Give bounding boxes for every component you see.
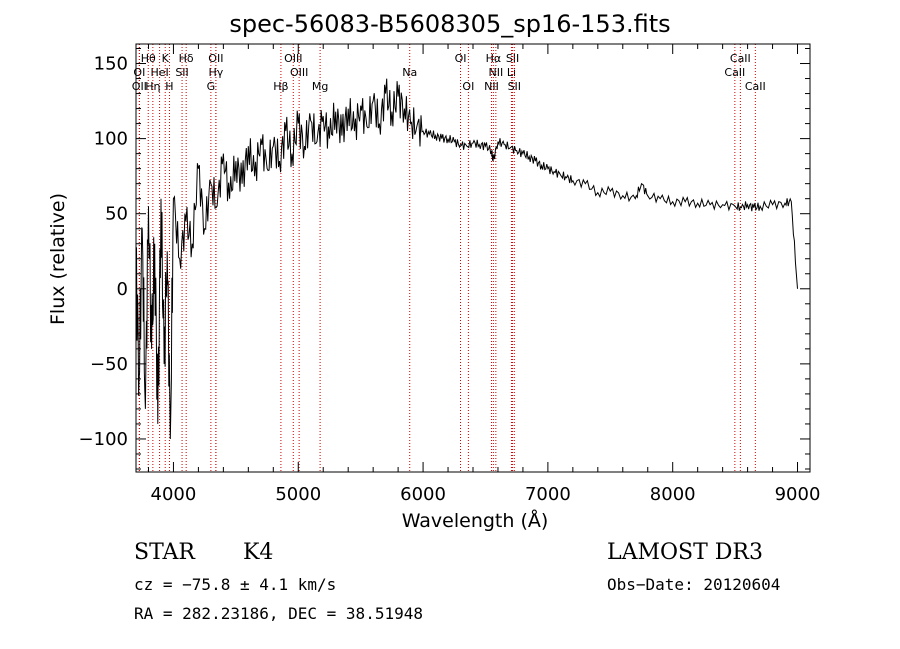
x-axis-label: Wavelength (Å)	[401, 510, 549, 532]
spectral-line-label: Li	[507, 66, 516, 79]
x-tick-label: 7000	[525, 484, 571, 505]
spectral-line-label: SII	[506, 52, 519, 65]
spectral-line-label: Hγ	[208, 66, 223, 79]
spectral-line-label: OII	[208, 52, 223, 65]
coordinates: RA = 282.23186, DEC = 38.51948	[134, 604, 423, 623]
spectral-line-label: OI	[455, 52, 467, 65]
y-tick-label: 150	[94, 54, 128, 75]
survey-name: LAMOST DR3	[607, 540, 763, 565]
observation-date: Obs−Date: 20120604	[607, 575, 781, 594]
y-tick-label: −50	[90, 354, 128, 375]
spectral-line-label: OI	[133, 66, 145, 79]
spectral-line-label: G	[207, 80, 216, 93]
spectral-line-label: CaII	[730, 52, 751, 65]
spectral-line-label: SII	[175, 66, 188, 79]
spectral-line-label: OI	[462, 80, 474, 93]
spectrum-line	[135, 78, 798, 440]
object-subclass: K4	[243, 540, 274, 565]
y-tick-label: 100	[94, 129, 128, 150]
plot-frame	[135, 43, 811, 473]
spectral-line-label: SII	[508, 80, 521, 93]
spectral-line-label: CaII	[745, 80, 766, 93]
x-tick-label: 9000	[775, 484, 821, 505]
x-tick-label: 4000	[151, 484, 197, 505]
spectral-line-label: Hβ	[273, 80, 288, 93]
redshift-cz: cz = −75.8 ± 4.1 km/s	[134, 575, 337, 594]
spectral-line-label: OIII	[290, 66, 308, 79]
spectral-line-label: Hδ	[179, 52, 194, 65]
spectral-line-label: K	[162, 52, 170, 65]
y-tick-label: −100	[79, 429, 128, 450]
spectral-line-label: HeI	[150, 66, 168, 79]
y-tick-label: 0	[117, 279, 128, 300]
spectral-line-label: Hη	[145, 80, 160, 93]
x-tick-label: 6000	[400, 484, 446, 505]
spectral-line-label: OIII	[284, 52, 302, 65]
spectral-line-label: Hα	[486, 52, 502, 65]
x-tick-label: 5000	[275, 484, 321, 505]
spectral-line-label: Hθ	[141, 52, 156, 65]
x-tick-label: 8000	[650, 484, 696, 505]
spectral-line-label: NII	[488, 66, 503, 79]
chart-title: spec-56083-B5608305_sp16-153.fits	[229, 10, 671, 38]
spectral-line-label: CaII	[724, 66, 745, 79]
spectral-line-label: Na	[402, 66, 417, 79]
y-axis-label: Flux (relative)	[47, 192, 69, 326]
spectral-line-label: Mg	[312, 80, 328, 93]
spectral-line-label: NII	[484, 80, 499, 93]
y-tick-label: 50	[105, 204, 128, 225]
object-class: STAR	[134, 540, 195, 565]
spectral-line-label: H	[165, 80, 173, 93]
